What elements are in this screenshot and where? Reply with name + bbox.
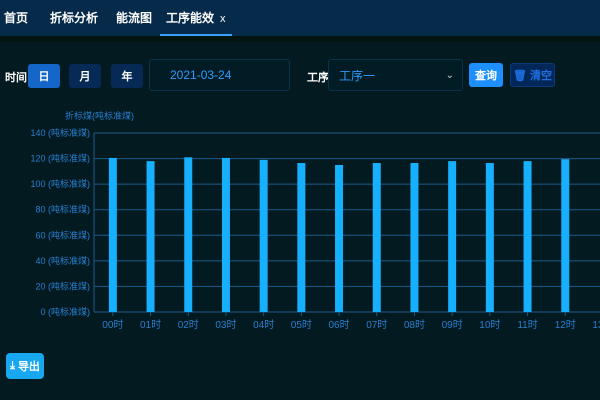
x-tick-label: 06时 bbox=[328, 319, 349, 331]
export-label: 导出 bbox=[17, 361, 40, 373]
period-day-button[interactable]: 日 bbox=[28, 64, 60, 88]
process-label: 工序 bbox=[307, 72, 329, 84]
tab-label: 工序能效 bbox=[166, 11, 215, 25]
x-tick-label: 09时 bbox=[442, 319, 463, 331]
bar-chart: 折标煤(吨标准煤) 0 (吨标准煤) 20 (吨标准煤) 40 (吨标准煤) 60 (吨… bbox=[30, 110, 600, 331]
x-tick-label: 08时 bbox=[404, 319, 425, 331]
tab-home[interactable]: 首页 bbox=[4, 11, 29, 25]
period-year-button[interactable]: 年 bbox=[111, 64, 143, 88]
bar bbox=[485, 163, 494, 312]
x-tick-label: 12时 bbox=[555, 319, 576, 331]
bar bbox=[372, 163, 381, 312]
y-axis-title: 折标煤(吨标准煤) bbox=[65, 110, 134, 121]
process-value: 工序一 bbox=[339, 68, 376, 83]
y-tick-label: 120 (吨标准煤) bbox=[30, 153, 90, 164]
tab-energy-flow[interactable]: 能流图 bbox=[116, 11, 153, 25]
bar bbox=[108, 157, 117, 312]
bar bbox=[221, 157, 230, 312]
divider bbox=[0, 36, 600, 42]
chevron-down-icon: ⌄ bbox=[445, 69, 454, 81]
process-select[interactable]: 工序一 ⌄ bbox=[328, 59, 463, 91]
bar bbox=[146, 161, 155, 312]
tab-conversion-analysis[interactable]: 折标分析 bbox=[50, 11, 99, 25]
bar bbox=[259, 159, 268, 312]
x-tick-label: 10时 bbox=[479, 319, 500, 331]
clear-button[interactable]: 🗑 清空 bbox=[510, 63, 555, 87]
y-tick-label: 40 (吨标准煤) bbox=[35, 255, 90, 266]
bar bbox=[448, 161, 457, 312]
tab-bar: 首页 折标分析 能流图 工序能效 x bbox=[0, 0, 600, 36]
x-tick-label: 01时 bbox=[140, 319, 161, 331]
x-tick-label: 00时 bbox=[102, 319, 123, 331]
bar bbox=[297, 163, 306, 312]
bar bbox=[561, 159, 570, 312]
clear-label: 清空 bbox=[529, 70, 552, 82]
bar bbox=[335, 164, 344, 312]
period-month-button[interactable]: 月 bbox=[69, 64, 101, 88]
x-tick-label: 13时 bbox=[592, 319, 600, 331]
x-tick-label: 03时 bbox=[215, 319, 236, 331]
download-icon: ⤓ bbox=[10, 359, 15, 372]
tab-process-efficiency[interactable]: 工序能效 x bbox=[160, 0, 232, 36]
query-button[interactable]: 查询 bbox=[469, 63, 503, 87]
x-tick-label: 07时 bbox=[366, 319, 387, 331]
close-icon[interactable]: x bbox=[220, 13, 226, 25]
x-tick-label: 02时 bbox=[178, 319, 199, 331]
y-tick-label: 80 (吨标准煤) bbox=[35, 204, 90, 215]
date-input[interactable]: 2021-03-24 bbox=[149, 59, 290, 91]
trash-icon: 🗑 bbox=[513, 69, 527, 82]
bar bbox=[523, 161, 532, 312]
y-tick-label: 140 (吨标准煤) bbox=[30, 127, 90, 138]
export-button[interactable]: ⤓ 导出 bbox=[6, 353, 44, 379]
y-tick-label: 60 (吨标准煤) bbox=[35, 229, 90, 240]
x-tick-label: 05时 bbox=[291, 319, 312, 331]
y-tick-label: 20 (吨标准煤) bbox=[35, 280, 90, 291]
x-tick-label: 11时 bbox=[517, 319, 537, 331]
y-tick-label: 0 (吨标准煤) bbox=[40, 306, 90, 317]
time-label: 时间 bbox=[5, 72, 27, 84]
bar bbox=[184, 157, 193, 312]
bar bbox=[410, 163, 419, 312]
x-tick-label: 04时 bbox=[253, 319, 274, 331]
y-tick-label: 100 (吨标准煤) bbox=[30, 178, 90, 189]
